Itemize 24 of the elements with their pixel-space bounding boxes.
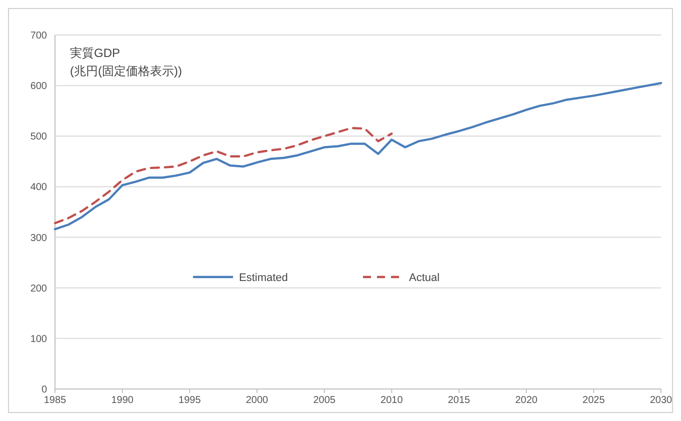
x-tick-label: 2005 bbox=[313, 395, 336, 406]
y-tick-label: 700 bbox=[30, 30, 48, 42]
y-tick-label: 300 bbox=[30, 232, 48, 244]
legend-label: Estimated bbox=[239, 272, 288, 284]
x-tick-label: 1990 bbox=[111, 395, 134, 406]
x-tick-label: 2000 bbox=[246, 395, 269, 406]
line-series bbox=[54, 82, 662, 230]
text: (兆円(固定価格表示)) bbox=[70, 64, 182, 78]
legend-label: Actual bbox=[409, 272, 440, 284]
y-tick-label: 600 bbox=[30, 81, 48, 92]
y-tick-label: 0 bbox=[41, 384, 48, 396]
x-tick-label: 2015 bbox=[448, 395, 471, 406]
y-tick-label: 500 bbox=[30, 132, 48, 143]
y-tick-label: 400 bbox=[30, 182, 48, 194]
x-tick-label: 2025 bbox=[582, 395, 606, 406]
y-tick-label: 100 bbox=[30, 334, 48, 345]
line-series bbox=[54, 126, 393, 224]
y-tick-label: 200 bbox=[30, 283, 48, 294]
x-tick-label: 2010 bbox=[380, 395, 404, 406]
x-tick-label: 1985 bbox=[44, 395, 67, 406]
text: 実質GDP bbox=[70, 46, 120, 60]
x-tick-label: 2030 bbox=[650, 395, 673, 406]
x-tick-label: 2020 bbox=[515, 395, 538, 406]
x-tick-label: 1995 bbox=[178, 395, 202, 406]
